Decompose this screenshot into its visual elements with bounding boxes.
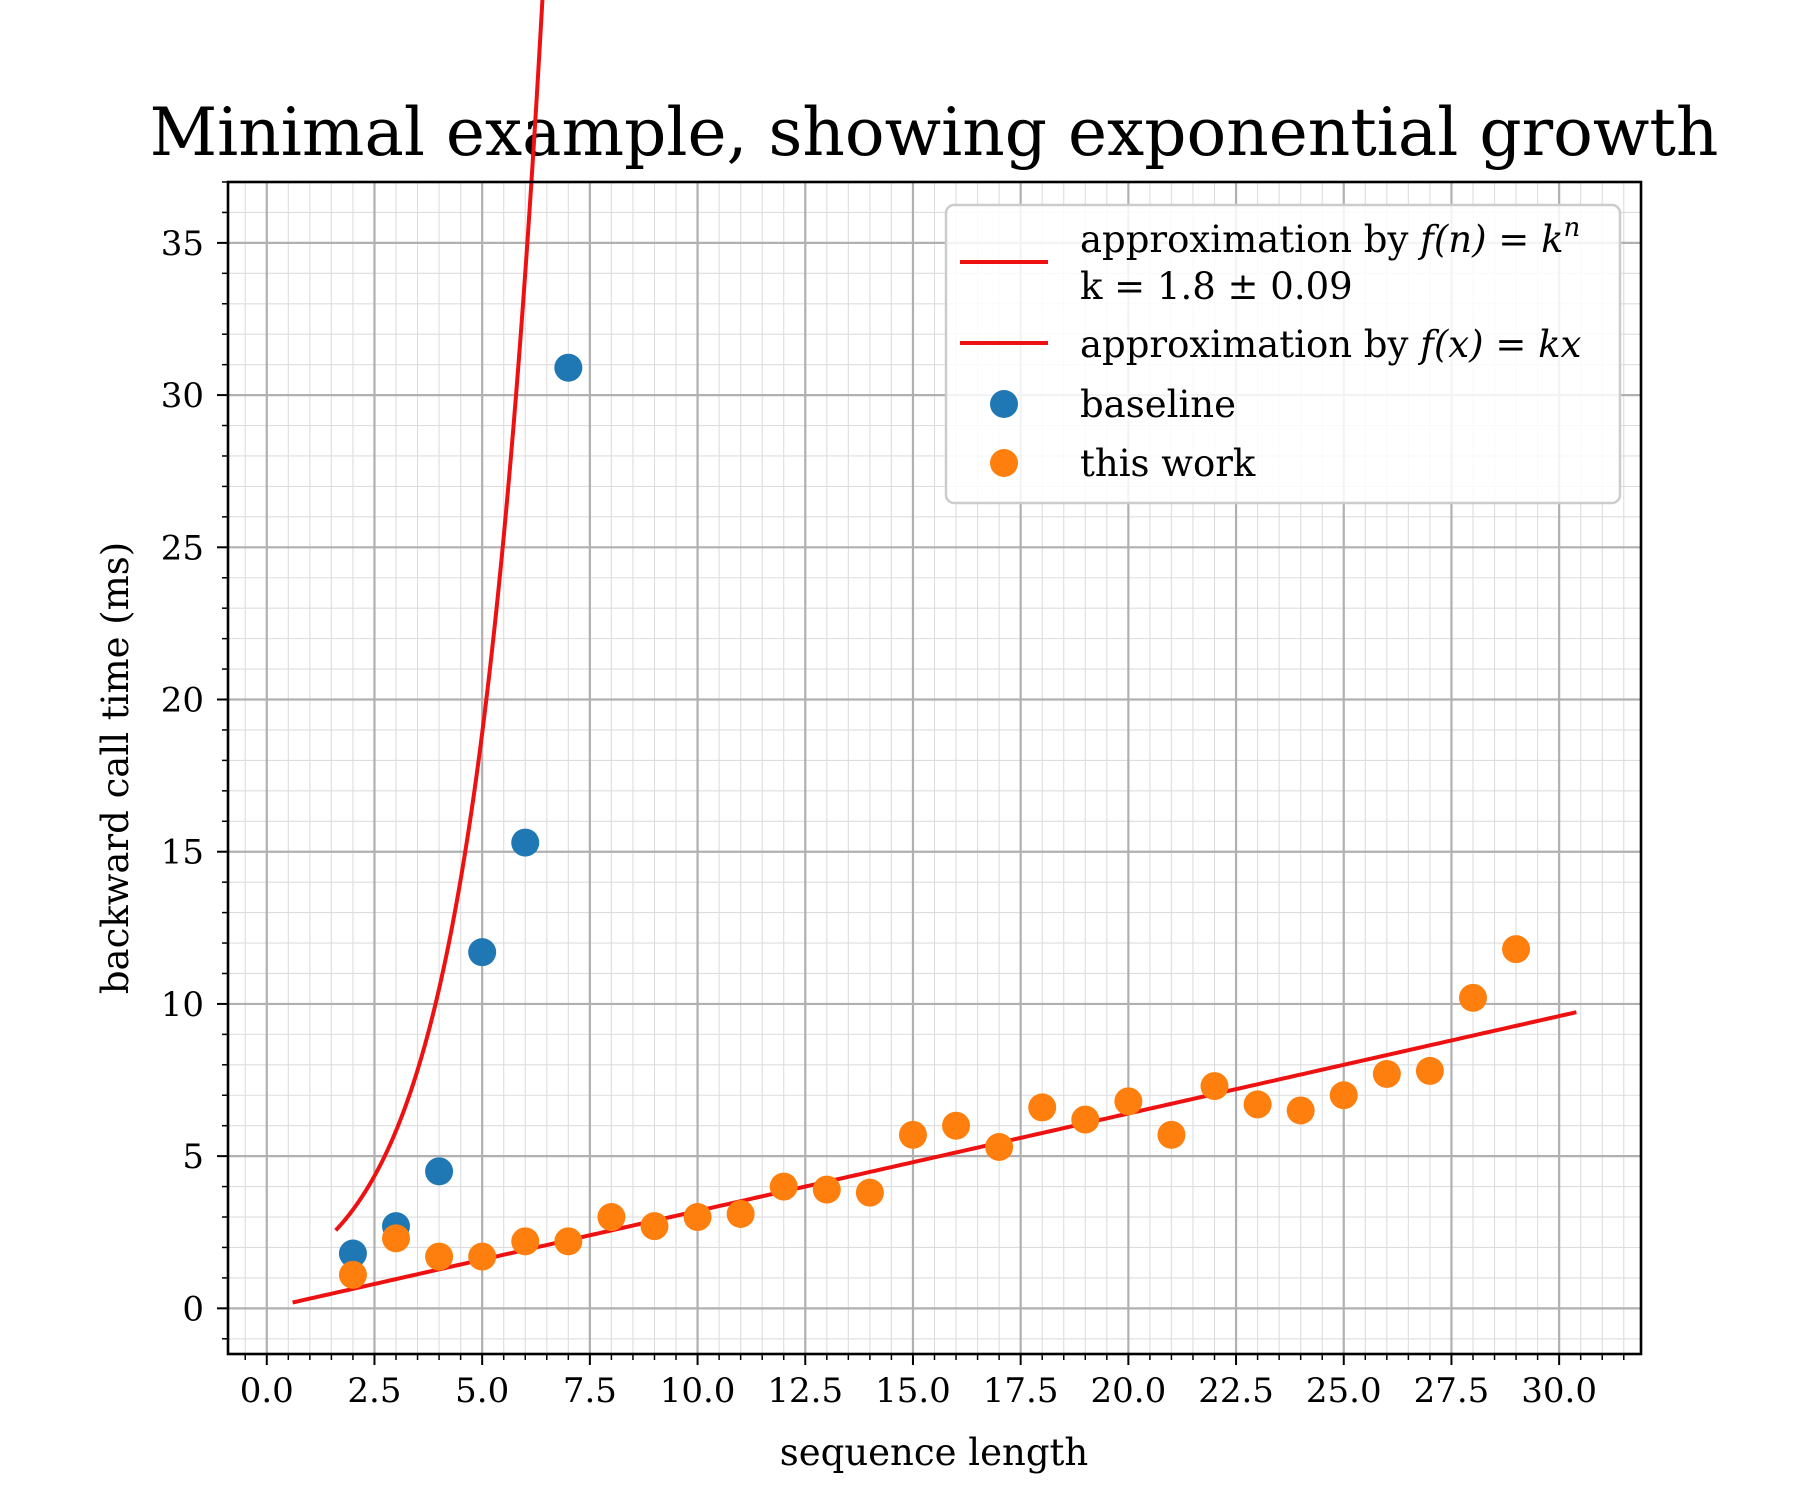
- this-work-point: [812, 1175, 841, 1204]
- this-work-point: [1243, 1090, 1272, 1119]
- this-work-point: [597, 1203, 626, 1232]
- legend: approximation by f(n) = kn k = 1.8 ± 0.0…: [944, 203, 1622, 505]
- legend-label-exponential-fit-k: k = 1.8 ± 0.09: [1080, 265, 1353, 308]
- x-axis-ticks: [244, 1354, 1625, 1365]
- plot-area: [228, 0, 1641, 1354]
- this-work-point: [1157, 1120, 1186, 1149]
- this-work-point: [1114, 1087, 1143, 1116]
- legend-label-exponential-superscript: n: [1564, 213, 1581, 243]
- legend-marker-baseline: [990, 390, 1018, 418]
- y-tick-label: 30: [161, 376, 204, 416]
- this-work-point: [769, 1172, 798, 1201]
- legend-label-baseline: baseline: [1080, 383, 1236, 426]
- y-tick-label: 10: [161, 985, 204, 1025]
- legend-label-this-work: this work: [1080, 442, 1256, 485]
- x-tick-label: 22.5: [1198, 1371, 1274, 1411]
- x-tick-label: 2.5: [347, 1371, 401, 1411]
- this-work-point: [898, 1120, 927, 1149]
- y-tick-label: 15: [161, 833, 204, 873]
- legend-label-exponential-fit: approximation by f(n) = kn: [1080, 213, 1580, 261]
- this-work-point: [1458, 983, 1487, 1012]
- this-work-point: [554, 1227, 583, 1256]
- this-work-point: [511, 1227, 540, 1256]
- this-work-point: [382, 1224, 411, 1253]
- this-work-point: [985, 1133, 1014, 1161]
- y-tick-label: 25: [161, 528, 204, 568]
- y-axis-tick-labels: 0 5 10 15 20 25 30 35: [161, 224, 204, 1329]
- x-axis-tick-labels: 0.0 2.5 5.0 7.5 10.0 12.5 15.0 17.5 20.0 22.5 25.0…: [240, 1371, 1597, 1411]
- data-points: [338, 353, 1531, 1289]
- baseline-point: [425, 1157, 454, 1186]
- legend-marker-this-work: [990, 449, 1018, 477]
- legend-label-linear-fit: approximation by f(x) = kx: [1080, 323, 1582, 366]
- legend-label-exponential-math: f(n) = k: [1417, 218, 1563, 261]
- baseline-point: [338, 1239, 367, 1268]
- this-work-point: [1028, 1093, 1057, 1122]
- legend-box: [944, 203, 1622, 505]
- this-work-point: [338, 1260, 367, 1289]
- this-work-point: [1071, 1105, 1100, 1134]
- exponential-fit-line: [334, 0, 545, 1232]
- x-tick-label: 27.5: [1414, 1371, 1490, 1411]
- x-axis-label: sequence length: [780, 1431, 1088, 1474]
- y-axis-ticks: [217, 181, 228, 1340]
- this-work-point: [1200, 1072, 1229, 1101]
- legend-label-exponential-prefix: approximation by: [1080, 218, 1420, 261]
- linear-fit-line: [292, 1010, 1577, 1305]
- x-tick-label: 20.0: [1091, 1371, 1167, 1411]
- y-tick-label: 35: [161, 224, 204, 264]
- this-work-point: [425, 1242, 454, 1271]
- y-tick-label: 5: [182, 1137, 204, 1177]
- x-tick-label: 5.0: [455, 1371, 509, 1411]
- y-axis-label: backward call time (ms): [94, 542, 137, 994]
- this-work-point: [1372, 1059, 1401, 1088]
- this-work-point: [683, 1203, 712, 1232]
- this-work-point: [1286, 1096, 1315, 1125]
- y-tick-label: 0: [182, 1289, 204, 1329]
- this-work-point: [1329, 1081, 1358, 1110]
- legend-label-linear-prefix: approximation by: [1080, 323, 1420, 366]
- this-work-point: [1502, 935, 1531, 964]
- this-work-point: [1415, 1056, 1444, 1085]
- this-work-point: [855, 1178, 884, 1207]
- baseline-point: [511, 828, 540, 857]
- x-tick-label: 0.0: [240, 1371, 294, 1411]
- x-tick-label: 17.5: [983, 1371, 1059, 1411]
- x-tick-label: 25.0: [1306, 1371, 1382, 1411]
- y-tick-label: 20: [161, 681, 204, 721]
- baseline-point: [554, 353, 583, 382]
- x-tick-label: 12.5: [767, 1371, 843, 1411]
- this-work-point: [468, 1242, 497, 1271]
- baseline-point: [468, 938, 497, 967]
- legend-label-linear-math: f(x) = kx: [1417, 323, 1581, 366]
- this-work-point: [942, 1111, 971, 1140]
- chart-title: Minimal example, showing exponential gro…: [150, 94, 1719, 171]
- x-tick-label: 15.0: [875, 1371, 951, 1411]
- fit-lines: [292, 0, 1577, 1305]
- x-tick-label: 30.0: [1521, 1371, 1597, 1411]
- x-tick-label: 10.0: [660, 1371, 736, 1411]
- this-work-point: [726, 1199, 755, 1228]
- x-tick-label: 7.5: [563, 1371, 617, 1411]
- this-work-point: [640, 1212, 669, 1241]
